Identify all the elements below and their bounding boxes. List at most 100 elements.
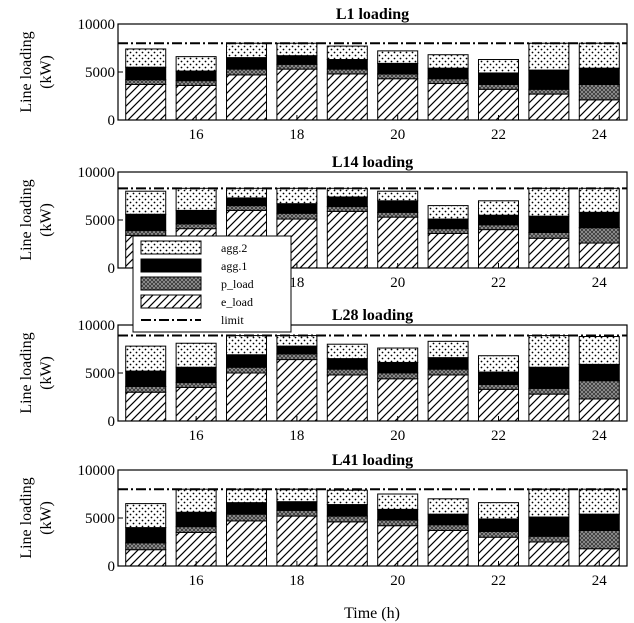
bar-agg2-23 — [528, 42, 570, 71]
bar-e_load-21 — [427, 529, 469, 567]
bar-agg1-21 — [427, 218, 469, 230]
bar-p_load-20 — [377, 73, 419, 80]
bar-agg2-18 — [276, 42, 318, 57]
bar-agg1-23 — [528, 69, 570, 90]
chart-panel-3: 0 5000 10000 16 18 20 22 24 L28 loading Line load… — [18, 307, 628, 444]
bar-agg2-22 — [477, 502, 519, 520]
bar-e_load-15 — [125, 391, 167, 422]
panel-title: L41 loading — [332, 452, 413, 469]
bar-p_load-21 — [427, 228, 469, 234]
bar-agg1-19 — [326, 504, 368, 517]
y-tick-label: 5000 — [85, 511, 115, 527]
legend-label: e_load — [221, 295, 253, 309]
bar-agg1-21 — [427, 67, 469, 80]
x-tick-label: 16 — [189, 573, 205, 589]
y-tick-label: 5000 — [85, 65, 115, 81]
x-tick-label: 22 — [491, 428, 506, 444]
bar-agg2-15 — [125, 48, 167, 68]
legend-swatch-p_load — [140, 276, 202, 291]
bar-agg1-23 — [528, 516, 570, 537]
x-tick-label: 18 — [289, 275, 304, 291]
bar-agg2-19 — [326, 187, 368, 198]
bar-p_load-18 — [276, 353, 318, 361]
bar-p_load-18 — [276, 509, 318, 517]
panel-title: L28 loading — [332, 307, 413, 324]
bar-agg1-24 — [578, 67, 620, 85]
bar-e_load-23 — [528, 237, 570, 269]
bar-p_load-21 — [427, 368, 469, 376]
bar-e_load-23 — [528, 393, 570, 422]
y-tick-label: 0 — [108, 414, 116, 430]
bar-e_load-23 — [528, 541, 570, 567]
bar-agg2-16 — [175, 56, 217, 72]
bar-agg2-24 — [578, 187, 620, 213]
bar-p_load-18 — [276, 212, 318, 220]
bar-agg2-22 — [477, 59, 519, 74]
y-tick-label: 10000 — [78, 17, 116, 33]
bar-p_load-23 — [528, 231, 570, 239]
y-tick-label: 0 — [108, 261, 116, 277]
bar-e_load-19 — [326, 374, 368, 422]
bar-stacks — [125, 488, 620, 567]
y-tick-label: 0 — [108, 113, 116, 129]
bar-e_load-19 — [326, 73, 368, 121]
legend-swatch-e_load — [140, 294, 202, 309]
bar-agg1-15 — [125, 213, 167, 232]
bar-agg2-20 — [377, 493, 419, 510]
y-axis-label-line1: Line loading — [18, 179, 35, 260]
bar-p_load-15 — [125, 385, 167, 393]
x-tick-label: 18 — [289, 428, 304, 444]
bar-p_load-20 — [377, 372, 419, 380]
bar-p_load-15 — [125, 79, 167, 85]
x-tick-label: 18 — [289, 573, 304, 589]
bar-agg1-16 — [175, 366, 217, 384]
x-tick-label: 16 — [189, 127, 205, 143]
x-tick-label: 20 — [390, 275, 405, 291]
bar-e_load-19 — [326, 210, 368, 269]
bar-e_load-16 — [175, 84, 217, 121]
bar-p_load-15 — [125, 230, 167, 236]
legend-label: agg.2 — [221, 241, 247, 255]
bar-p_load-20 — [377, 211, 419, 218]
bar-agg1-17 — [226, 354, 268, 368]
bar-agg2-21 — [427, 205, 469, 220]
y-axis-label-line1: Line loading — [18, 477, 35, 558]
bar-agg2-17 — [226, 42, 268, 59]
y-tick-label: 10000 — [78, 165, 116, 181]
bar-p_load-17 — [226, 205, 268, 211]
y-axis-label-line2: (kW) — [38, 203, 55, 237]
bar-agg2-22 — [477, 355, 519, 373]
bar-e_load-17 — [226, 372, 268, 422]
bar-agg2-20 — [377, 50, 419, 64]
bar-e_load-20 — [377, 216, 419, 269]
bar-p_load-15 — [125, 542, 167, 551]
x-tick-label: 22 — [491, 127, 506, 143]
panel-title: L14 loading — [332, 154, 413, 171]
bar-p_load-24 — [578, 380, 620, 400]
x-tick-label: 22 — [491, 275, 506, 291]
y-axis-label-line1: Line loading — [18, 31, 35, 112]
bar-agg1-24 — [578, 513, 620, 531]
bar-agg2-18 — [276, 335, 318, 347]
bar-agg2-21 — [427, 54, 469, 69]
bar-p_load-23 — [528, 535, 570, 543]
bar-e_load-22 — [477, 88, 519, 121]
bar-e_load-18 — [276, 515, 318, 567]
bar-p_load-19 — [326, 515, 368, 523]
bar-agg2-19 — [326, 489, 368, 506]
bar-agg2-19 — [326, 343, 368, 360]
bar-agg2-18 — [276, 187, 318, 205]
bar-agg1-19 — [326, 358, 368, 370]
bar-agg1-15 — [125, 370, 167, 387]
bar-p_load-16 — [175, 223, 217, 230]
bar-agg1-15 — [125, 527, 167, 544]
bar-p_load-19 — [326, 68, 368, 75]
bar-agg2-23 — [528, 187, 570, 217]
bar-e_load-21 — [427, 83, 469, 121]
bar-agg1-17 — [226, 502, 268, 515]
y-tick-label: 10000 — [78, 318, 116, 334]
bar-agg1-17 — [226, 197, 268, 207]
bar-agg1-24 — [578, 363, 620, 382]
bar-p_load-17 — [226, 366, 268, 374]
